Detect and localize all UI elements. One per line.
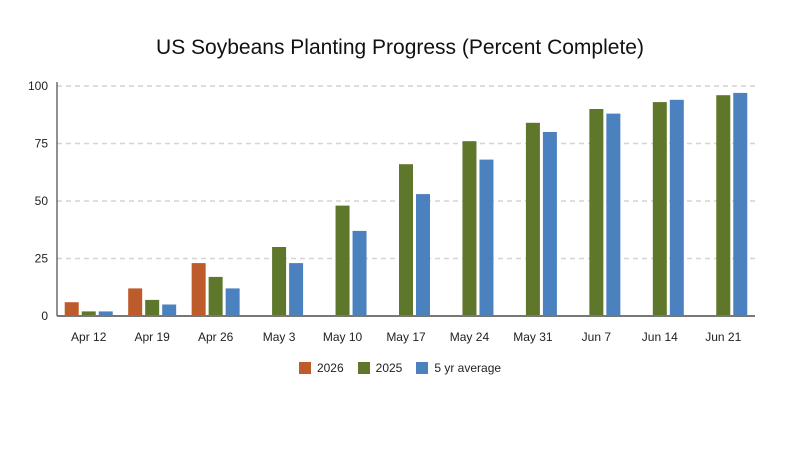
bar-2025-Apr-12 — [81, 311, 96, 316]
bar-5-yr-average-May-17 — [416, 194, 430, 316]
bar-5-yr-average-May-3 — [289, 263, 304, 316]
legend-item: 2026 — [298, 361, 344, 375]
legend-swatch — [416, 362, 429, 374]
bar-2026-Apr-12 — [64, 302, 79, 316]
bar-5-yr-average-Jun-21 — [733, 92, 748, 317]
bar-2025-May-31 — [525, 122, 540, 316]
legend-swatch — [298, 362, 311, 374]
bar-2025-May-3 — [272, 247, 287, 316]
x-tick-label: Apr 19 — [135, 330, 171, 344]
legend-item: 2025 — [357, 361, 403, 375]
y-tick-label: 75 — [35, 137, 49, 151]
y-tick-label: 25 — [35, 252, 49, 266]
x-tick-label: Jun 14 — [642, 330, 678, 344]
bar-5-yr-average-Jun-14 — [669, 99, 684, 316]
legend-label: 2026 — [316, 361, 344, 375]
bar-2025-May-10 — [335, 205, 350, 316]
bar-5-yr-average-Jun-7 — [606, 113, 621, 316]
y-tick-label: 100 — [28, 79, 48, 93]
legend-label: 5 yr average — [434, 361, 502, 375]
bar-2026-Apr-26 — [191, 263, 206, 316]
bar-2025-Apr-19 — [145, 299, 160, 316]
x-tick-label: May 24 — [450, 330, 490, 344]
legend-swatch — [357, 362, 370, 374]
bar-2026-Apr-19 — [128, 288, 143, 316]
x-tick-label: May 10 — [323, 330, 363, 344]
x-tick-label: Jun 21 — [705, 330, 741, 344]
bar-2025-Jun-21 — [716, 95, 731, 316]
bar-2025-May-17 — [399, 164, 413, 316]
bar-2025-Jun-7 — [589, 109, 604, 316]
bar-5-yr-average-May-10 — [352, 230, 367, 316]
bar-2025-Apr-26 — [208, 276, 223, 316]
bar-5-yr-average-May-31 — [542, 132, 557, 316]
bar-5-yr-average-Apr-19 — [162, 304, 177, 316]
x-tick-label: Apr 26 — [198, 330, 234, 344]
y-tick-label: 0 — [41, 309, 48, 323]
x-tick-label: May 3 — [263, 330, 296, 344]
x-tick-label: Apr 12 — [71, 330, 107, 344]
x-tick-label: May 31 — [513, 330, 553, 344]
chart-title: US Soybeans Planting Progress (Percent C… — [156, 36, 644, 59]
bar-5-yr-average-Apr-12 — [98, 311, 113, 316]
bar-2025-Jun-14 — [652, 102, 667, 316]
bar-2025-May-24 — [462, 141, 477, 316]
x-tick-label: May 17 — [386, 330, 426, 344]
bar-5-yr-average-May-24 — [479, 159, 494, 316]
legend: 2026 2025 5 yr average — [0, 361, 800, 375]
bar-5-yr-average-Apr-26 — [225, 288, 240, 316]
legend-label: 2025 — [375, 361, 403, 375]
legend-item: 5 yr average — [416, 361, 501, 375]
y-tick-label: 50 — [35, 194, 49, 208]
x-tick-label: Jun 7 — [582, 330, 612, 344]
